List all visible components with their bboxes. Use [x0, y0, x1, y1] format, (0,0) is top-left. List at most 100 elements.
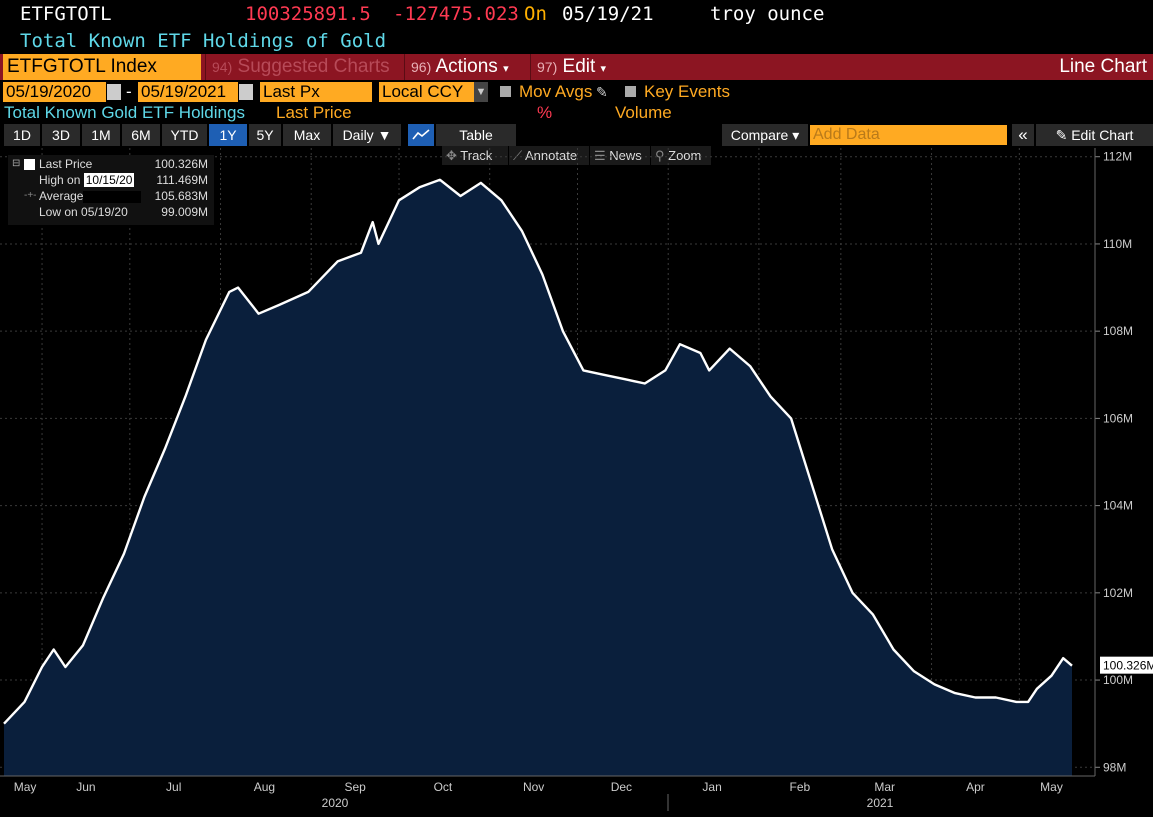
security-header: ETFGTOTL 100325891.5 -127475.023 On 05/1… — [0, 0, 1153, 30]
x-tick-label: Jun — [76, 780, 95, 794]
last-price: 100325891.5 — [245, 3, 371, 25]
legend-row-low: Low on 05/19/20 99.009M — [8, 204, 214, 220]
series-field: Last Price — [276, 103, 352, 122]
zoom-label: Zoom — [668, 148, 702, 163]
frequency-select[interactable]: Daily ▼ — [333, 124, 401, 146]
line-chart-glyph — [412, 129, 430, 140]
end-date-field[interactable]: 05/19/2021 — [138, 82, 238, 102]
chart-area-fill — [4, 179, 1072, 777]
series-row: Total Known Gold ETF Holdings Last Price… — [0, 102, 1153, 123]
net-change: -127475.023 — [393, 3, 519, 25]
legend-average-value: 105.683M — [154, 189, 208, 203]
track-button[interactable]: ✥ Track — [442, 146, 508, 165]
y-tick-label: 102M — [1103, 586, 1133, 600]
legend-average-text: Average — [39, 188, 142, 204]
pencil-icon[interactable]: ✎ — [596, 84, 608, 100]
ticker: ETFGTOTL — [20, 3, 112, 25]
year-label-2021: 2021 — [867, 796, 894, 810]
annotate-icon: ⟋ — [513, 148, 525, 163]
period-toolbar: 1D 3D 1M 6M YTD 1Y 5Y Max Daily ▼ Table … — [0, 124, 1153, 146]
pencil-icon: ✎ — [1055, 127, 1068, 143]
legend-low-text: Low on 05/19/20 — [39, 204, 128, 220]
period-button-6m[interactable]: 6M — [122, 124, 160, 146]
period-button-max[interactable]: Max — [283, 124, 331, 146]
price-date: 05/19/21 — [562, 3, 654, 25]
x-tick-label: Nov — [523, 780, 544, 794]
legend-high-label: High on — [39, 173, 81, 187]
edit-chart-button[interactable]: ✎ Edit Chart — [1036, 124, 1153, 146]
x-tick-label: May — [1040, 780, 1063, 794]
edit-number: 97) — [537, 59, 558, 75]
legend-average-mask — [83, 190, 142, 203]
edit-label: Edit — [562, 56, 596, 77]
last-value-tag: 100.326M — [1100, 656, 1153, 674]
chevron-down-icon[interactable]: ▼ — [474, 82, 488, 102]
collapse-icon[interactable]: ⊟ — [12, 158, 21, 169]
period-button-ytd[interactable]: YTD — [162, 124, 207, 146]
price-chart[interactable]: 98M 100M 102M 104M 106M 108M 110M 112M May Jun Ju… — [0, 148, 1153, 817]
zoom-button[interactable]: ⚲ Zoom — [651, 146, 711, 165]
key-events-label[interactable]: Key Events — [644, 82, 730, 101]
volume-label: Volume — [615, 103, 672, 122]
suggested-charts-label: Suggested Charts — [237, 56, 390, 77]
x-tick-label: Dec — [611, 780, 632, 794]
period-button-1d[interactable]: 1D — [4, 124, 40, 146]
mov-avgs-label[interactable]: Mov Avgs — [519, 82, 593, 101]
legend-high-date: 10/15/20 — [83, 173, 135, 187]
period-button-1m[interactable]: 1M — [82, 124, 120, 146]
currency-select[interactable]: Local CCY — [379, 82, 474, 102]
legend-average-label: Average — [39, 189, 84, 203]
actions-number: 96) — [411, 59, 432, 75]
crosshair-icon: ✥ — [446, 148, 461, 163]
compare-menu[interactable]: Compare ▾ — [722, 124, 808, 146]
mov-avgs-checkbox[interactable] — [500, 86, 511, 97]
security-description-row: Total Known ETF Holdings of Gold — [0, 29, 1153, 53]
period-button-1y[interactable]: 1Y — [209, 124, 247, 146]
date-range-dash: - — [126, 82, 132, 101]
line-chart-icon[interactable] — [408, 124, 434, 146]
on-label: On — [524, 3, 547, 25]
key-events-checkbox[interactable] — [625, 86, 636, 97]
last-value-label: 100.326M — [1103, 659, 1153, 673]
y-tick-label: 110M — [1103, 237, 1132, 251]
add-data-input[interactable]: Add Data — [810, 125, 1007, 145]
table-button[interactable]: Table — [436, 124, 516, 146]
legend-high-value: 111.469M — [156, 173, 208, 187]
x-tick-label: Jul — [166, 780, 181, 794]
calendar-icon[interactable] — [239, 84, 253, 100]
start-date-field[interactable]: 05/19/2020 — [3, 82, 106, 102]
unit-label: troy ounce — [710, 3, 825, 25]
caret-down-icon: ▾ — [503, 63, 509, 75]
percent-label: % — [537, 103, 553, 122]
period-button-3d[interactable]: 3D — [42, 124, 80, 146]
x-tick-label: Oct — [434, 780, 453, 794]
chart-series-line — [3, 178, 1073, 725]
actions-label: Actions — [435, 56, 498, 77]
field-select[interactable]: Last Px — [260, 82, 372, 102]
news-icon: ☰ — [594, 148, 610, 163]
legend-low-date: 05/19/20 — [81, 205, 128, 219]
x-tick-label: Aug — [254, 780, 275, 794]
y-tick-label: 104M — [1103, 499, 1133, 513]
chart-settings-row: 05/19/2020 - 05/19/2021 Last Px Local CC… — [0, 81, 1153, 103]
legend-last-price-label: Last Price — [39, 157, 93, 171]
period-button-5y[interactable]: 5Y — [249, 124, 281, 146]
news-button[interactable]: ☰ News — [590, 146, 650, 165]
track-label: Track — [460, 148, 493, 163]
edit-menu[interactable]: 97) Edit ▾ — [530, 54, 622, 80]
y-tick-label: 108M — [1103, 324, 1133, 338]
annotate-button[interactable]: ⟋ Annotate — [509, 146, 589, 165]
suggested-charts-button[interactable]: 94) Suggested Charts — [205, 54, 401, 80]
edit-chart-label: Edit Chart — [1071, 127, 1134, 143]
index-name-field[interactable]: ETFGTOTL Index — [3, 54, 201, 80]
view-title: Line Chart — [1059, 56, 1147, 77]
x-tick-label: Feb — [790, 780, 811, 794]
collapse-button[interactable]: « — [1012, 124, 1034, 146]
suggested-charts-number: 94) — [212, 59, 233, 75]
legend-row-high: High on 10/15/20 111.469M — [8, 172, 214, 188]
calendar-icon[interactable] — [107, 84, 121, 100]
y-tick-label: 98M — [1103, 760, 1126, 774]
actions-menu[interactable]: 96) Actions ▾ — [404, 54, 528, 80]
chart-legend[interactable]: ⊟ Last Price 100.326M High on 10/15/20 1… — [8, 155, 214, 225]
x-tick-label: Sep — [344, 780, 366, 794]
